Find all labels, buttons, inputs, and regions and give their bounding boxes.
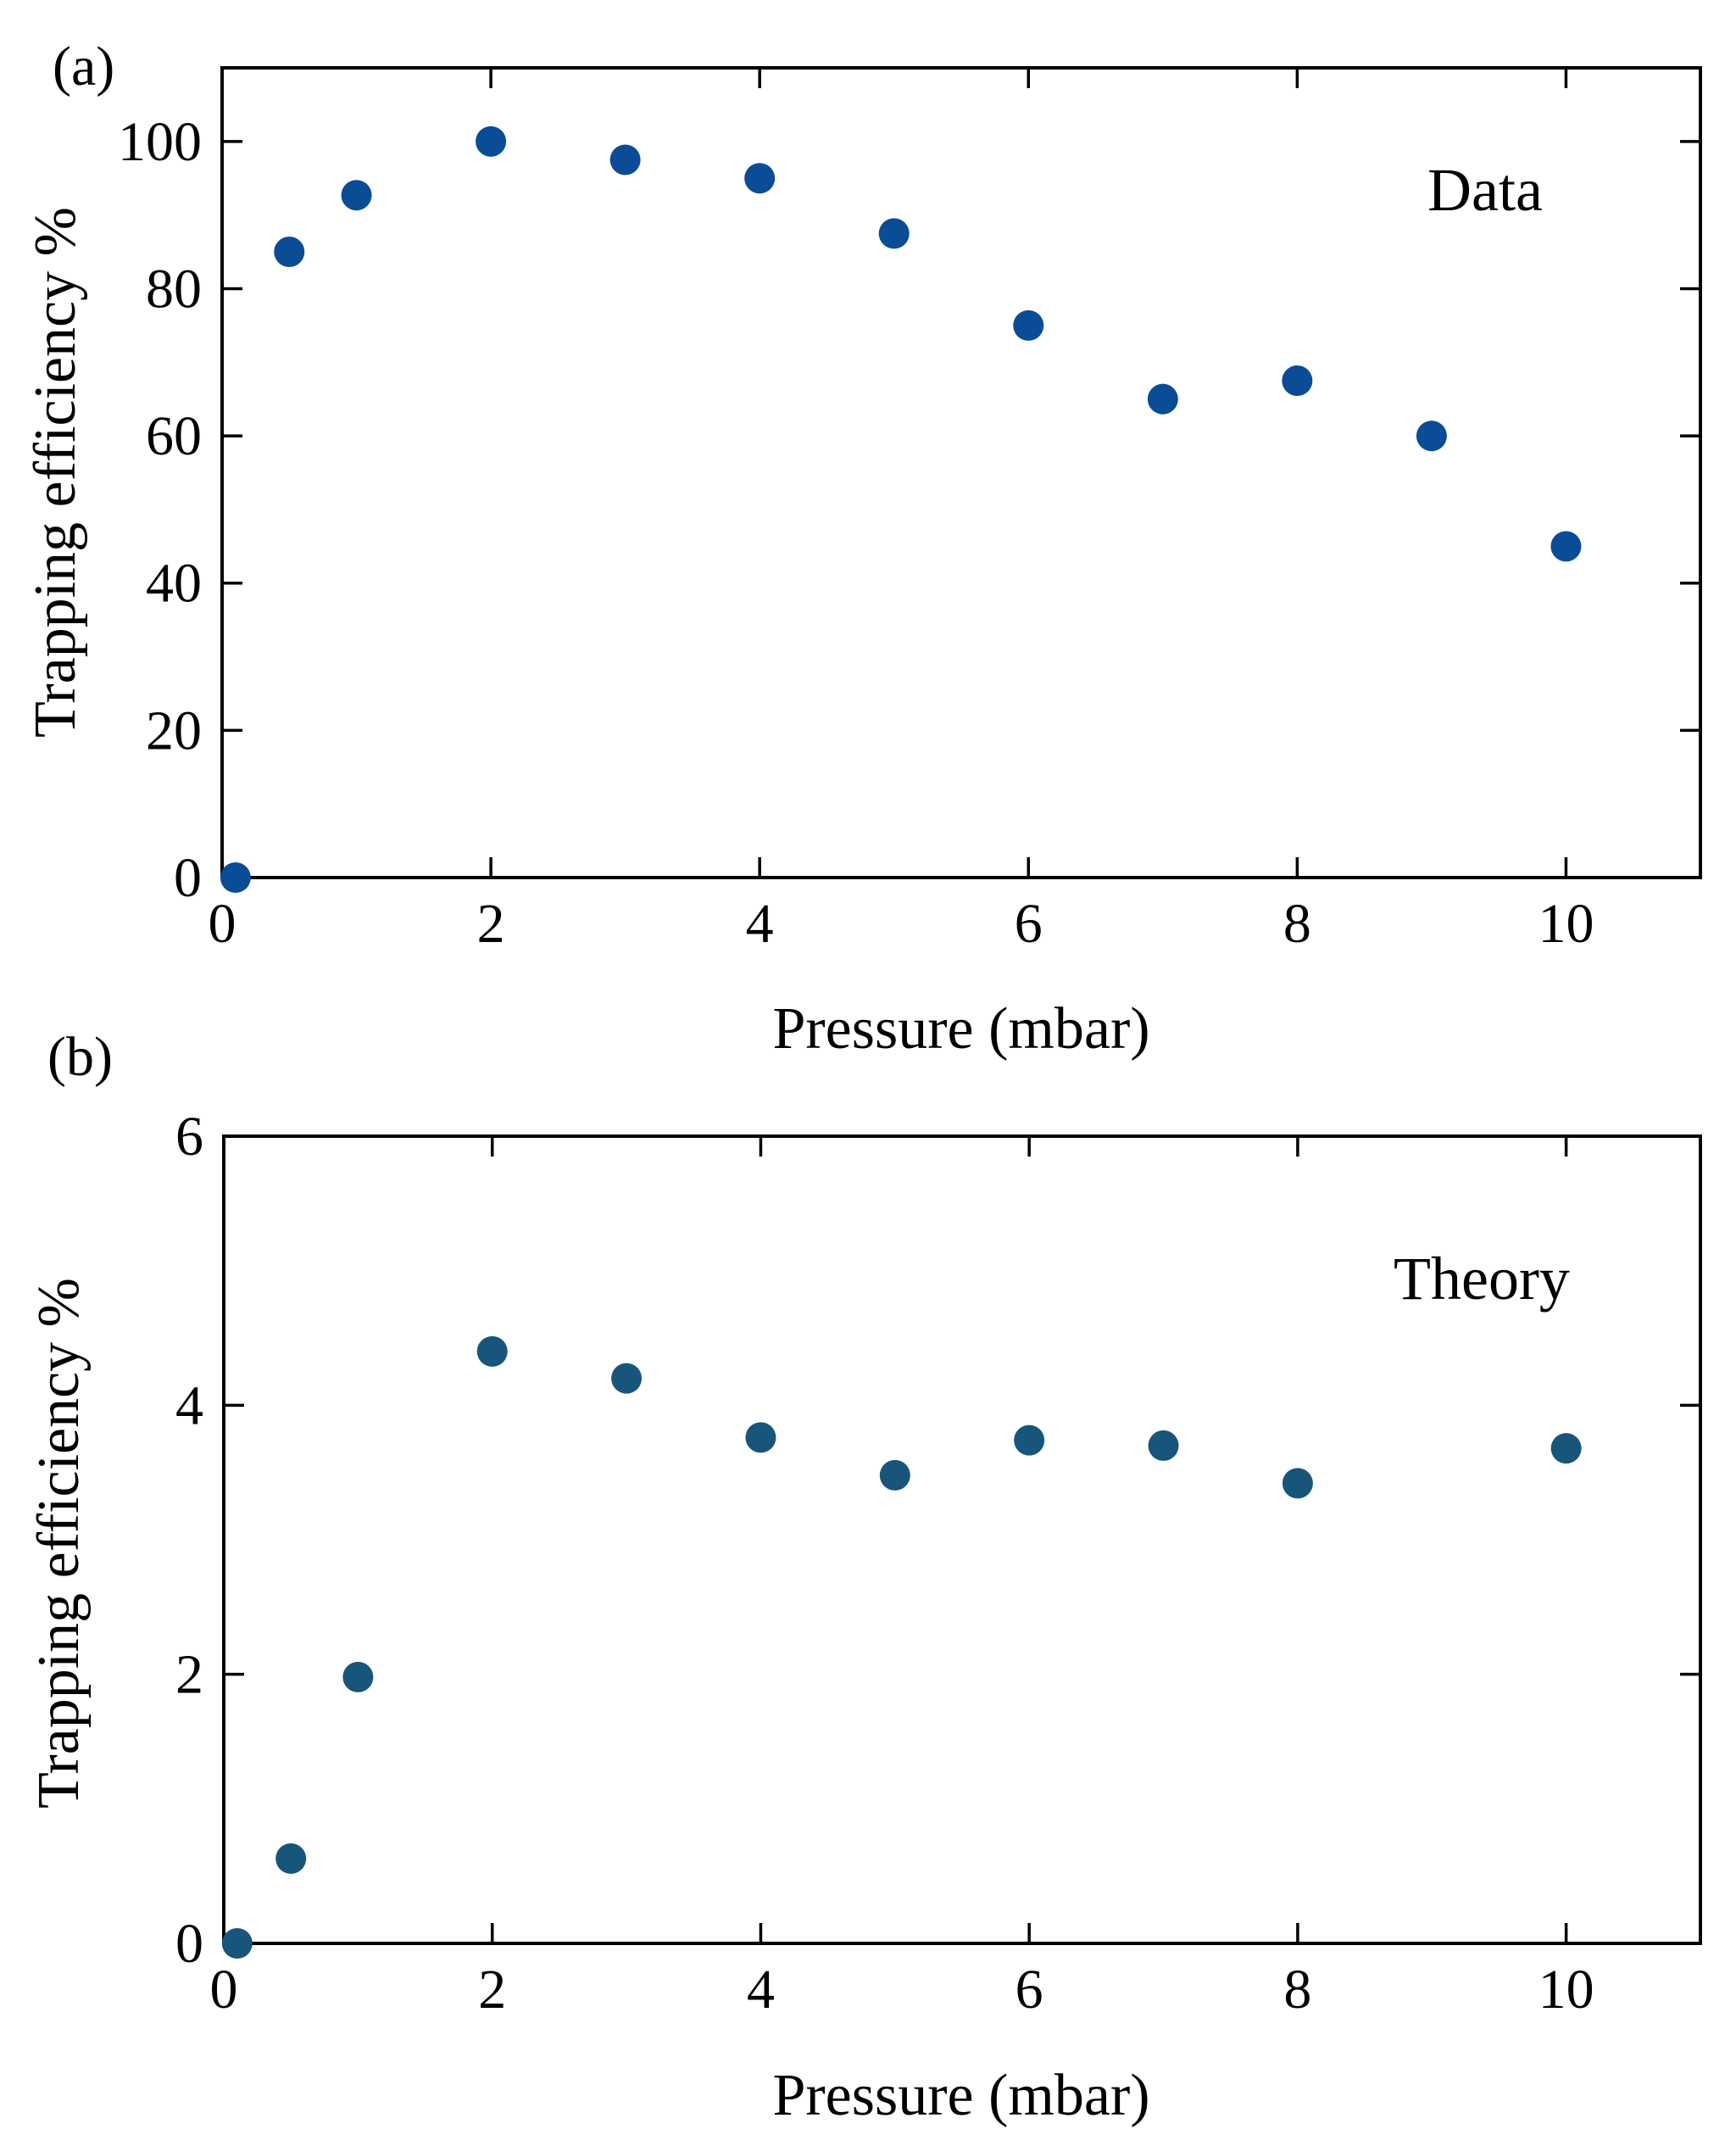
y-axis-title: Trapping efficiency % bbox=[23, 207, 88, 738]
data-point bbox=[1013, 309, 1044, 341]
y-tick-label: 100 bbox=[118, 111, 202, 173]
data-point bbox=[476, 1335, 508, 1367]
x-tick-label: 2 bbox=[478, 1959, 506, 2021]
x-tick-label: 2 bbox=[477, 893, 505, 955]
data-point bbox=[220, 862, 251, 893]
y-tick-label: 40 bbox=[146, 553, 202, 615]
data-point bbox=[745, 1422, 776, 1453]
data-points bbox=[220, 125, 1582, 893]
series-annotation: Data bbox=[1427, 156, 1543, 224]
y-axis-title: Trapping efficiency % bbox=[26, 1278, 92, 1809]
data-point bbox=[744, 163, 776, 194]
y-tick-label: 80 bbox=[146, 258, 202, 320]
x-tick-label: 6 bbox=[1015, 893, 1043, 955]
x-tick-label: 6 bbox=[1015, 1959, 1043, 2021]
y-tick-label: 0 bbox=[174, 847, 202, 909]
panel-b: 0 2 4 6 8 10 0 2 4 6 (b) Theory Pressure (mbar) T… bbox=[26, 1026, 1702, 2128]
plot-frame bbox=[222, 1134, 1702, 1945]
series-annotation: Theory bbox=[1394, 1245, 1570, 1313]
data-point bbox=[878, 218, 910, 249]
data-points bbox=[221, 1335, 1582, 1959]
data-point bbox=[1550, 1433, 1582, 1464]
x-axis-title: Pressure (mbar) bbox=[772, 996, 1149, 1062]
data-point bbox=[1147, 383, 1178, 415]
y-tick-label: 4 bbox=[175, 1374, 203, 1436]
x-tick-label: 8 bbox=[1283, 1959, 1311, 2021]
data-point bbox=[275, 1843, 307, 1875]
plot-frame bbox=[220, 66, 1702, 879]
data-point bbox=[341, 180, 372, 211]
y-tick-label: 2 bbox=[175, 1644, 203, 1706]
x-tick-label: 0 bbox=[210, 1959, 238, 2021]
y-tick-label: 60 bbox=[146, 405, 202, 467]
x-tick-label: 4 bbox=[747, 1959, 775, 2021]
x-tick-label: 8 bbox=[1283, 893, 1311, 955]
data-point bbox=[1416, 421, 1447, 452]
data-point bbox=[611, 1363, 643, 1394]
y-tick-label: 6 bbox=[175, 1106, 203, 1168]
x-tick-label: 4 bbox=[746, 893, 774, 955]
panel-label: (a) bbox=[53, 36, 114, 98]
x-axis-title: Pressure (mbar) bbox=[772, 2063, 1149, 2128]
data-point bbox=[1550, 531, 1582, 562]
data-point bbox=[1014, 1424, 1045, 1456]
data-point bbox=[609, 144, 641, 176]
panel-label: (b) bbox=[47, 1026, 113, 1088]
data-point bbox=[879, 1459, 910, 1491]
axis-ticks: 0 2 4 6 8 10 0 2 4 6 bbox=[175, 1106, 1700, 2021]
data-point bbox=[1282, 1468, 1313, 1499]
data-point bbox=[274, 237, 305, 268]
x-tick-label: 10 bbox=[1538, 893, 1594, 955]
data-point bbox=[342, 1661, 374, 1692]
y-tick-label: 20 bbox=[146, 700, 202, 761]
data-point bbox=[1148, 1430, 1179, 1461]
data-point bbox=[1282, 365, 1313, 396]
data-point bbox=[476, 125, 507, 157]
data-point bbox=[221, 1928, 253, 1959]
x-tick-label: 0 bbox=[209, 893, 236, 955]
y-tick-label: 0 bbox=[175, 1913, 203, 1975]
x-tick-label: 10 bbox=[1538, 1959, 1594, 2021]
